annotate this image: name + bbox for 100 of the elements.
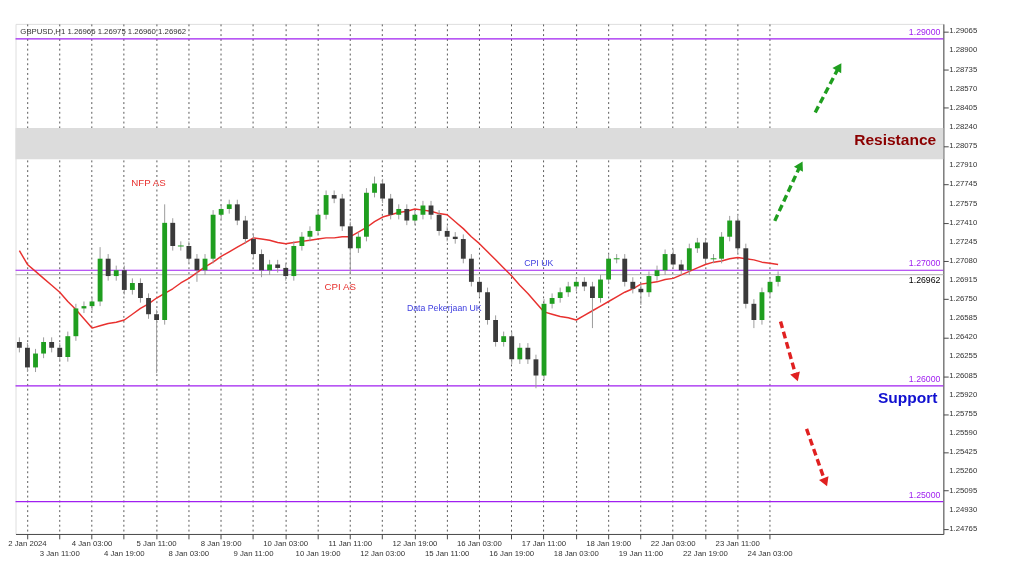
candlestick	[372, 176, 377, 198]
candlestick	[388, 193, 394, 220]
candlestick	[549, 292, 555, 309]
x-tick-label: 5 Jan 11:00	[136, 538, 178, 548]
y-tick-label: 1.29065	[949, 26, 978, 36]
candlestick	[517, 342, 523, 365]
x-tick-label: 16 Jan 03:00	[456, 538, 503, 548]
ref-line-label: 1.27000	[908, 258, 941, 269]
candlestick	[347, 221, 353, 275]
y-tick-label: 1.27245	[949, 236, 978, 246]
candlestick	[727, 215, 733, 242]
ref-line-label: 1.26962	[908, 275, 941, 286]
candlestick	[509, 331, 515, 365]
y-tick-label: 1.25425	[949, 447, 978, 457]
x-tick-label: 12 Jan 03:00	[360, 549, 406, 559]
candlestick	[323, 189, 329, 220]
x-tick-label: 4 Jan 03:00	[71, 538, 113, 548]
candlestick	[41, 336, 47, 359]
candlestick	[598, 274, 603, 304]
x-tick-label: 22 Jan 19:00	[682, 549, 729, 559]
x-tick-label: 24 Jan 03:00	[747, 549, 794, 559]
x-tick-label: 17 Jan 11:00	[521, 538, 567, 548]
annotation: GBPUSD,H1 1.26966 1.26975 1.26960 1.26962	[20, 26, 187, 36]
x-tick-label: 8 Jan 19:00	[200, 538, 243, 548]
candlestick	[121, 265, 127, 296]
y-tick-label: 1.28570	[949, 83, 978, 93]
y-tick-label: 1.24765	[949, 523, 978, 533]
y-tick-label: 1.25755	[949, 409, 978, 419]
candlestick	[242, 215, 248, 245]
x-tick-label: 4 Jan 19:00	[104, 549, 146, 559]
y-tick-label: 1.26085	[949, 371, 978, 381]
y-tick-label: 1.26585	[949, 313, 978, 323]
candlestick	[234, 199, 240, 226]
candlestick	[751, 298, 757, 329]
candlestick	[186, 240, 192, 264]
candlestick	[686, 243, 692, 276]
candlestick	[251, 233, 256, 260]
x-tick-label: 19 Jan 11:00	[618, 549, 664, 559]
candlestick	[493, 314, 499, 348]
candlestick	[299, 231, 305, 252]
x-tick-label: 10 Jan 19:00	[295, 549, 342, 559]
x-tick-label: 8 Jan 03:00	[168, 549, 210, 559]
candlestick	[25, 342, 30, 373]
candlestick	[662, 248, 668, 276]
y-tick-label: 1.26420	[949, 332, 978, 342]
annotation: CPI AS	[324, 281, 357, 293]
annotation: Resistance	[854, 130, 937, 148]
annotation: NFP AS	[131, 177, 167, 189]
y-tick-label: 1.25920	[949, 390, 978, 400]
y-tick-label: 1.28075	[949, 140, 978, 150]
candlestick	[477, 276, 482, 298]
candlestick	[57, 342, 63, 363]
candlestick	[170, 217, 176, 252]
y-tick-label: 1.27575	[949, 198, 978, 208]
candlestick	[670, 248, 676, 270]
y-tick-label: 1.27080	[949, 255, 978, 265]
candlestick	[404, 203, 410, 226]
candlestick	[33, 348, 38, 373]
candlestick	[460, 233, 466, 264]
candlestick	[380, 178, 386, 204]
candlestick	[65, 331, 71, 363]
y-tick-label: 1.25095	[949, 485, 978, 495]
y-tick-label: 1.26750	[949, 294, 978, 304]
x-tick-label: 15 Jan 11:00	[425, 549, 471, 559]
candlestick	[146, 292, 151, 320]
y-tick-label: 1.28240	[949, 121, 978, 131]
y-tick-label: 1.26915	[949, 275, 978, 285]
y-tick-label: 1.25590	[949, 428, 978, 438]
ref-line-label: 1.26000	[908, 374, 941, 385]
candlestick	[590, 281, 595, 329]
candlestick	[606, 253, 612, 285]
x-tick-label: 23 Jan 11:00	[715, 538, 761, 548]
x-tick-label: 3 Jan 11:00	[39, 549, 81, 559]
candlestick	[105, 253, 111, 282]
x-tick-label: 22 Jan 03:00	[650, 538, 697, 548]
x-tick-label: 9 Jan 11:00	[233, 549, 275, 559]
ref-line-label: 1.29000	[908, 27, 941, 38]
candlestick	[89, 296, 95, 312]
x-tick-label: 12 Jan 19:00	[392, 538, 439, 548]
y-tick-label: 1.27745	[949, 179, 978, 189]
annotation: CPI UK	[524, 257, 554, 268]
candlestick	[452, 231, 458, 245]
candlestick	[436, 209, 442, 237]
annotation: Support	[877, 388, 938, 406]
x-tick-label: 11 Jan 11:00	[328, 538, 373, 548]
candlestick	[259, 248, 264, 278]
y-tick-label: 1.28735	[949, 64, 978, 74]
candlestick	[412, 209, 418, 226]
y-tick-label: 1.25260	[949, 466, 978, 476]
y-tick-label: 1.24930	[949, 504, 978, 514]
x-tick-label: 2 Jan 2024	[8, 538, 48, 548]
y-tick-label: 1.28900	[949, 45, 978, 55]
candlestick	[355, 231, 361, 254]
annotation: Data Pekerjaan UK	[406, 303, 482, 314]
x-tick-label: 18 Jan 03:00	[553, 549, 600, 559]
y-tick-label: 1.26255	[949, 351, 978, 361]
candlestick	[154, 309, 160, 374]
y-tick-label: 1.28405	[949, 102, 978, 112]
y-tick-label: 1.27410	[949, 217, 978, 227]
candlestick	[703, 237, 708, 264]
